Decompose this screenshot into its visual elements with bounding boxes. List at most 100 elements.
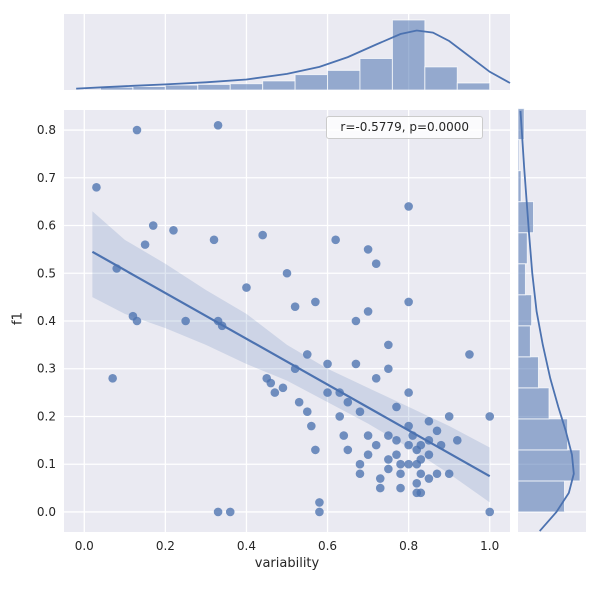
scatter-point [132,316,142,326]
stats-annotation: r=-0.5779, p=0.0000 [326,116,483,139]
scatter-point [258,230,267,240]
scatter-point [384,464,393,474]
scatter-point [217,321,227,331]
scatter-point [355,407,365,417]
scatter-point [392,402,401,412]
scatter-point [412,479,422,488]
scatter-point [384,340,393,350]
scatter-point [209,235,219,245]
regression-confidence-band [92,211,490,503]
scatter-point [290,364,300,374]
scatter-point [424,416,434,426]
scatter-point [424,450,434,459]
y-tick-label: 0.4 [37,314,56,328]
scatter-point [416,440,426,450]
scatter-point [213,507,223,517]
scatter-point [432,426,442,436]
scatter-point [416,455,426,464]
scatter-point [290,302,300,311]
scatter-point [452,436,462,445]
scatter-point [485,507,495,517]
scatter-point [404,459,413,469]
scatter-point [485,412,495,421]
scatter-point [396,483,405,493]
scatter-point [335,388,345,397]
x-tick-label: 0.2 [156,539,175,553]
scatter-point [343,445,353,455]
scatter-point [355,459,365,469]
scatter-point [311,297,320,307]
stats-annotation-text: r=-0.5779, p=0.0000 [340,120,469,134]
scatter-point [396,469,405,479]
scatter-point [375,474,385,483]
scatter-point [371,373,381,383]
scatter-point [242,283,251,292]
scatter-point [278,383,288,393]
scatter-point [363,431,373,440]
scatter-point [315,507,324,517]
scatter-point [465,350,474,359]
y-tick-label: 0.0 [37,505,56,519]
scatter-point [351,359,361,369]
scatter-point [140,240,150,249]
scatter-point [404,297,413,307]
scatter-point [132,125,142,135]
y-tick-label: 0.2 [37,409,56,423]
regression-line [91,250,491,478]
y-tick-label: 0.5 [37,266,56,280]
x-tick-label: 0.4 [237,539,256,553]
scatter-point [396,459,405,469]
scatter-point [266,378,276,388]
scatter-point [307,421,316,431]
scatter-point [363,307,373,316]
scatter-point [384,431,393,440]
scatter-point [355,469,365,479]
scatter-point [444,469,454,479]
scatter-point [416,469,426,479]
scatter-point [375,483,385,493]
scatter-point [404,202,413,211]
scatter-point [424,474,434,483]
scatter-point [363,245,373,254]
scatter-point [323,359,332,369]
scatter-point [404,421,413,431]
scatter-point [432,469,442,479]
scatter-point [444,412,454,421]
scatter-point [270,388,280,397]
scatter-point [436,440,446,450]
scatter-point [148,221,158,230]
y-tick-label: 0.3 [37,362,56,376]
scatter-point [339,431,349,440]
x-tick-label: 0.0 [75,539,94,553]
scatter-point [112,264,122,273]
x-tick-label: 1.0 [480,539,499,553]
scatter-point [323,388,332,397]
scatter-point [92,183,101,192]
y-tick-label: 0.1 [37,457,56,471]
y-tick-label: 0.8 [37,123,56,137]
x-tick-label: 0.8 [399,539,418,553]
tick-labels: 0.0 0.2 0.4 0.6 0.8 1.0 0.0 0.1 0.2 0.3 0.4 0.5 0.6 0… [37,123,499,553]
y-axis-label: f1 [10,312,26,325]
y-tick-label: 0.7 [37,171,56,185]
scatter-point [404,388,413,397]
scatter-point [213,120,223,130]
scatter-point [108,373,117,383]
marginal-x-kde-curve [76,29,511,90]
scatter-point [408,431,417,440]
scatter-point [225,507,235,517]
scatter-point [302,350,312,359]
marginal-y-kde-curve [519,110,575,532]
scatter-point [302,407,312,417]
scatter-point [363,450,373,459]
scatter-point [335,412,345,421]
scatter-point [315,498,324,507]
scatter-point [371,440,381,450]
scatter-point [416,488,426,498]
scatter-point [404,440,413,450]
scatter-point [384,455,393,464]
scatter-point [392,450,401,459]
scatter-point [371,259,381,269]
